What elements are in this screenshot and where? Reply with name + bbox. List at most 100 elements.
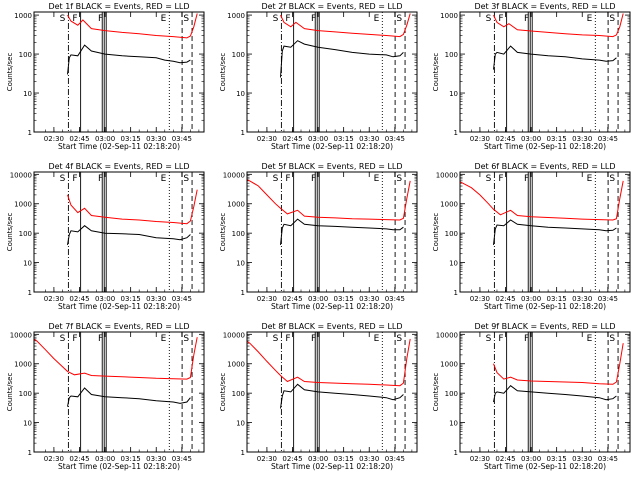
series-lld-line [493, 343, 624, 385]
y-axis-label: Counts/sec [432, 53, 440, 92]
marker-label: S [183, 14, 189, 24]
y-tick-label: 10000 [10, 171, 32, 179]
x-axis-label: Start Time (02-Sep-11 02:18:20) [484, 142, 606, 151]
marker-label: F [498, 14, 503, 24]
x-tick-label: 03:00 [521, 295, 541, 303]
x-tick-label: 03:30 [359, 135, 379, 143]
x-tick-label: 02:30 [470, 295, 490, 303]
plot-frame [246, 11, 418, 133]
x-tick-label: 02:45 [282, 455, 302, 463]
marker-label: E [161, 334, 167, 344]
marker-label: F [311, 14, 316, 24]
marker-label: F [285, 174, 290, 184]
marker-label: F [285, 334, 290, 344]
series-events-line [493, 219, 617, 245]
panel-title: Det 6f BLACK = Events, RED = LLD [474, 162, 615, 171]
marker-label: F [72, 334, 77, 344]
marker-label: S [396, 14, 402, 24]
y-tick-label: 1 [28, 449, 32, 457]
y-tick-label: 10000 [10, 331, 32, 339]
marker-label: F [98, 14, 103, 24]
marker-label: F [72, 174, 77, 184]
y-axis-label: Counts/sec [219, 53, 227, 92]
y-axis-label: Counts/sec [219, 213, 227, 252]
panel-det-4: Det 4f BLACK = Events, RED = LLD 1 10 100 10… [6, 162, 205, 311]
panel-det-3: Det 3f BLACK = Events, RED = LLD 1 10 100 10… [432, 2, 631, 151]
marker-label: E [374, 174, 380, 184]
x-axis-label: Start Time (02-Sep-11 02:18:20) [484, 302, 606, 311]
series-events-line [493, 385, 617, 403]
marker-label: E [374, 334, 380, 344]
x-tick-label: 03:15 [121, 295, 141, 303]
panel-det-5: Det 5f BLACK = Events, RED = LLD 1 10 100 10… [219, 162, 418, 311]
y-tick-label: 1000 [14, 201, 32, 209]
marker-label: F [498, 174, 503, 184]
marker-label: S [273, 174, 279, 184]
x-axis-label: Start Time (02-Sep-11 02:18:20) [58, 462, 180, 471]
marker-label: S [609, 174, 615, 184]
y-tick-label: 100 [232, 51, 245, 59]
series-events-line [67, 44, 191, 75]
marker-label: F [285, 14, 290, 24]
panel-title: Det 3f BLACK = Events, RED = LLD [474, 2, 615, 11]
x-tick-label: 03:30 [146, 135, 166, 143]
y-tick-label: 10000 [436, 331, 458, 339]
y-tick-label: 1 [241, 289, 245, 297]
plot-frame [459, 331, 631, 453]
x-tick-label: 03:45 [172, 295, 192, 303]
series-events-line [280, 218, 404, 245]
x-tick-label: 02:45 [495, 135, 515, 143]
y-axis-label: Counts/sec [432, 213, 440, 252]
x-tick-label: 03:30 [146, 295, 166, 303]
x-tick-label: 02:30 [44, 295, 64, 303]
x-tick-label: 02:45 [69, 455, 89, 463]
panel-title: Det 8f BLACK = Events, RED = LLD [261, 322, 402, 331]
marker-label: S [183, 174, 189, 184]
panel-title: Det 5f BLACK = Events, RED = LLD [261, 162, 402, 171]
y-tick-label: 1000 [440, 12, 458, 20]
y-tick-label: 1 [28, 129, 32, 137]
x-tick-label: 03:00 [521, 455, 541, 463]
series-events-line [67, 387, 191, 407]
series-lld-line [247, 338, 411, 387]
x-tick-label: 03:00 [95, 135, 115, 143]
y-axis-label: Counts/sec [432, 373, 440, 412]
marker-label: F [524, 174, 529, 184]
marker-label: S [273, 334, 279, 344]
x-tick-label: 03:45 [172, 135, 192, 143]
x-axis-label: Start Time (02-Sep-11 02:18:20) [271, 142, 393, 151]
panel-det-6: Det 6f BLACK = Events, RED = LLD 1 10 100 10… [432, 162, 631, 311]
series-lld-line [67, 189, 198, 225]
x-tick-label: 03:30 [359, 295, 379, 303]
x-tick-label: 03:45 [385, 295, 405, 303]
marker-label: S [273, 14, 279, 24]
x-tick-label: 03:45 [598, 295, 618, 303]
marker-label: S [60, 14, 66, 24]
plot-frame [33, 331, 205, 453]
y-tick-label: 1000 [227, 361, 245, 369]
x-tick-label: 03:45 [172, 455, 192, 463]
y-tick-label: 100 [19, 230, 32, 238]
marker-label: S [396, 174, 402, 184]
y-axis-label: Counts/sec [219, 373, 227, 412]
marker-label: S [486, 334, 492, 344]
x-axis-label: Start Time (02-Sep-11 02:18:20) [58, 142, 180, 151]
marker-label: F [311, 334, 316, 344]
x-tick-label: 03:00 [308, 135, 328, 143]
panel-title: Det 2f BLACK = Events, RED = LLD [261, 2, 402, 11]
y-tick-label: 10 [23, 260, 32, 268]
y-tick-label: 1000 [14, 361, 32, 369]
x-axis-label: Start Time (02-Sep-11 02:18:20) [58, 302, 180, 311]
x-tick-label: 03:15 [547, 455, 567, 463]
marker-label: F [524, 334, 529, 344]
x-tick-label: 03:30 [359, 455, 379, 463]
x-tick-label: 03:00 [95, 295, 115, 303]
y-tick-label: 10000 [223, 171, 245, 179]
y-tick-label: 1 [454, 289, 458, 297]
panel-title: Det 7f BLACK = Events, RED = LLD [48, 322, 189, 331]
x-tick-label: 03:15 [547, 135, 567, 143]
y-tick-label: 100 [445, 51, 458, 59]
y-tick-label: 10 [449, 90, 458, 98]
panel-title: Det 4f BLACK = Events, RED = LLD [48, 162, 189, 171]
